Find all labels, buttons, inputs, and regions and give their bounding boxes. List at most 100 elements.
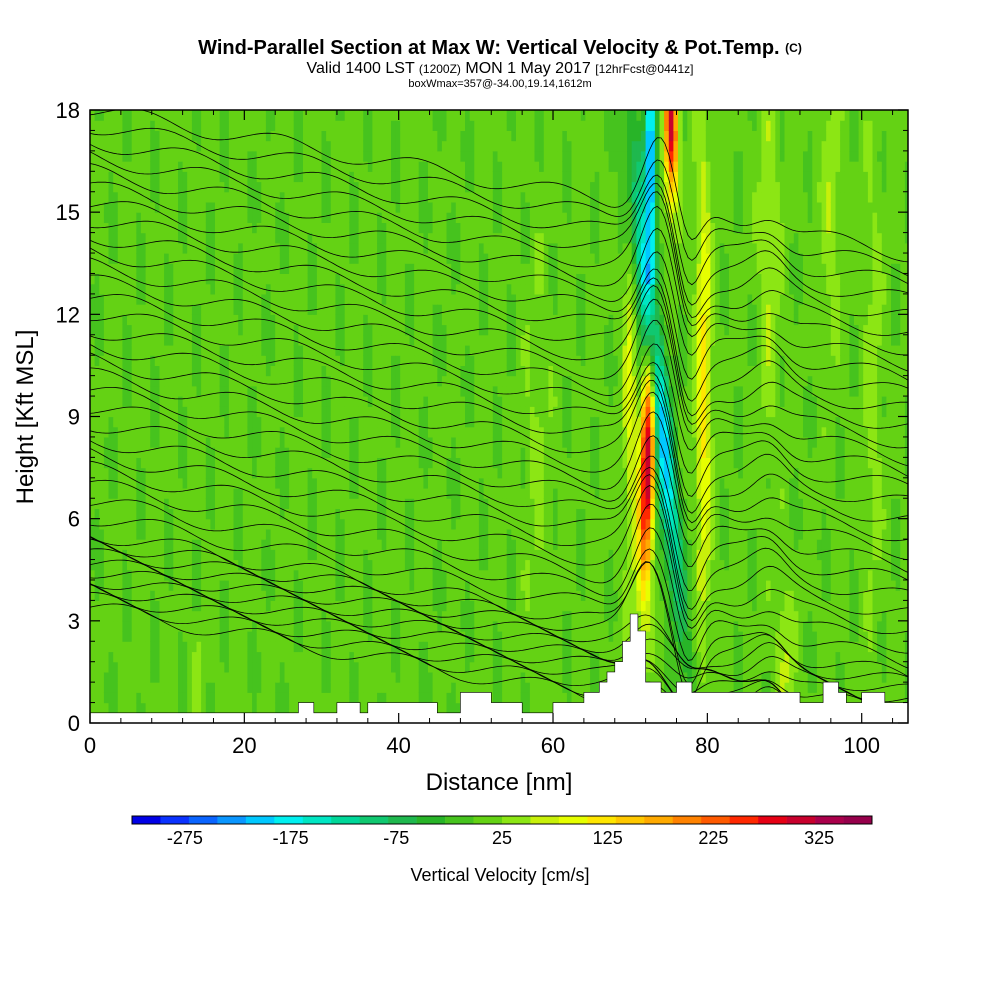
field-cell (108, 580, 114, 591)
field-cell (113, 396, 119, 407)
field-cell (279, 661, 285, 673)
field-cell (127, 140, 133, 152)
field-cell (335, 682, 341, 693)
field-cell (432, 569, 438, 581)
field-cell (168, 610, 174, 622)
field-cell (358, 559, 364, 571)
field-cell (437, 528, 443, 540)
field-cell (400, 488, 406, 499)
field-cell (451, 447, 457, 458)
field-cell (340, 498, 346, 509)
field-cell (409, 130, 415, 142)
field-cell (391, 518, 397, 530)
field-cell (150, 171, 156, 183)
field-cell (224, 569, 230, 581)
field-cell (330, 263, 336, 274)
field-cell (377, 508, 383, 520)
field-cell (303, 334, 309, 346)
field-cell (326, 702, 332, 714)
field-cell (127, 201, 133, 213)
field-cell (127, 283, 133, 295)
field-cell (122, 436, 128, 448)
field-cell (353, 631, 360, 642)
field-cell (261, 682, 267, 693)
field-cell (215, 191, 221, 203)
field-cell (340, 539, 346, 550)
field-cell (377, 334, 383, 346)
field-cell (150, 314, 156, 326)
field-cell (465, 222, 471, 234)
field-cell (330, 314, 336, 326)
field-cell (423, 222, 429, 234)
field-cell (335, 130, 341, 142)
field-cell (99, 396, 105, 407)
field-cell (113, 355, 119, 366)
field-cell (321, 610, 327, 622)
field-cell (228, 682, 235, 693)
field-cell (140, 293, 147, 305)
field-cell (252, 304, 258, 315)
field-cell (210, 365, 216, 377)
field-cell (261, 120, 267, 131)
field-cell (312, 130, 318, 142)
field-cell (94, 375, 100, 387)
field-cell (117, 518, 123, 530)
field-cell (432, 447, 438, 458)
field-cell (372, 355, 378, 366)
field-cell (391, 304, 397, 315)
field-cell (178, 702, 184, 714)
field-cell (437, 273, 443, 285)
field-cell (224, 161, 230, 172)
field-cell (103, 345, 110, 356)
field-cell (164, 610, 170, 622)
field-cell (381, 171, 387, 183)
field-cell (367, 692, 373, 704)
field-cell (150, 222, 156, 234)
field-cell (349, 161, 355, 172)
field-cell (316, 171, 323, 183)
field-cell (145, 426, 151, 438)
field-cell (122, 314, 128, 326)
field-cell (196, 641, 202, 653)
field-cell (173, 222, 179, 234)
field-cell (353, 181, 360, 193)
field-cell (312, 539, 318, 550)
field-cell (446, 426, 452, 438)
field-cell (404, 518, 411, 530)
field-cell (437, 150, 443, 162)
field-cell (210, 406, 216, 418)
field-cell (330, 508, 336, 520)
field-cell (140, 406, 147, 418)
field-cell (307, 396, 313, 407)
field-cell (224, 682, 230, 693)
field-cell (103, 671, 110, 683)
field-cell (108, 569, 114, 581)
field-cell (178, 171, 184, 183)
field-cell (187, 120, 193, 131)
field-cell (224, 375, 230, 387)
field-cell (441, 692, 448, 704)
field-cell (233, 447, 239, 458)
field-cell (335, 222, 341, 234)
field-cell (377, 426, 383, 438)
field-cell (340, 477, 346, 489)
field-cell (210, 447, 216, 458)
field-cell (395, 283, 401, 295)
field-cell (242, 631, 248, 642)
field-cell (367, 528, 373, 540)
field-cell (201, 222, 207, 234)
field-cell (414, 569, 420, 581)
field-cell (127, 396, 133, 407)
field-cell (358, 385, 364, 397)
field-cell (247, 283, 253, 295)
field-cell (191, 620, 198, 632)
field-cell (391, 171, 397, 183)
field-cell (372, 620, 378, 632)
field-cell (340, 447, 346, 458)
field-cell (284, 355, 290, 366)
field-cell (367, 263, 373, 274)
field-cell (159, 406, 165, 418)
field-cell (432, 682, 438, 693)
field-cell (414, 110, 420, 121)
field-cell (210, 201, 216, 213)
